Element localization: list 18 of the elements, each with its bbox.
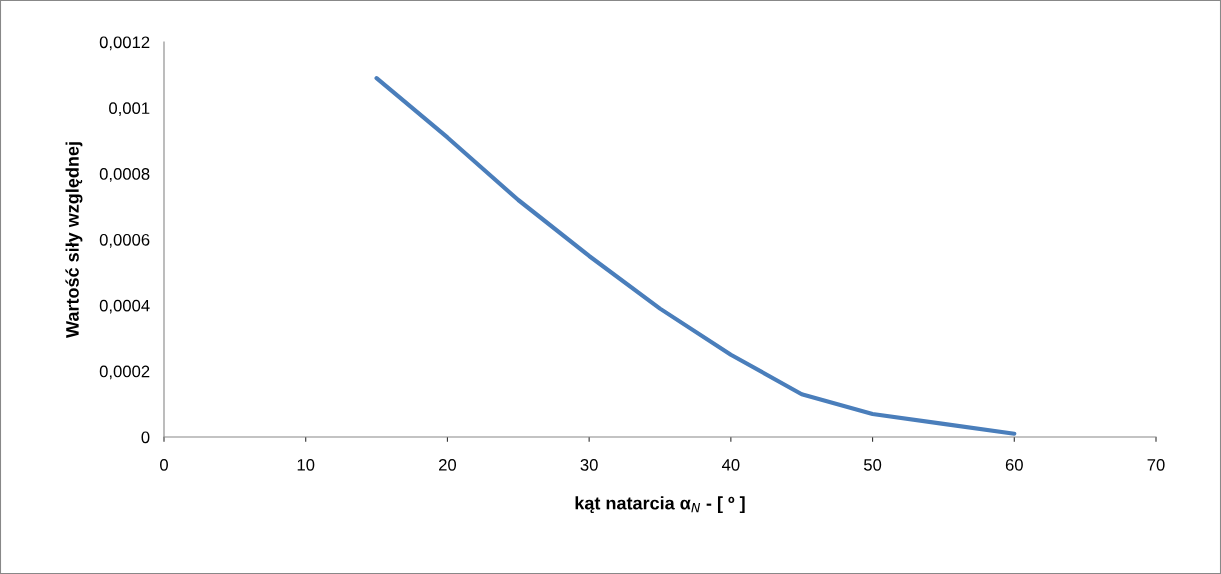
y-tick-label: 0 [141,431,150,444]
x-axis-title: kąt natarcia α$_{N}$ - [ º ] [575,496,745,514]
y-tick-label: 0,0006 [99,233,150,248]
x-tick-label: 0 [160,458,168,471]
y-tick-label: 0,001 [109,102,150,117]
y-tick-label: 0,0008 [99,168,150,182]
y-tick-label: 0,0012 [99,36,150,51]
y-tick-label: 0,0002 [99,365,150,380]
x-tick-label: 20 [439,458,457,471]
x-tick-label: 50 [863,458,882,471]
x-tick-label: 60 [1005,458,1023,471]
y-axis-title: Wartość siły względnej [65,142,83,338]
y-tick-label: 0,0004 [99,299,150,314]
line-series [374,76,1017,436]
x-tick-label: 40 [721,458,740,471]
x-tick-label: 30 [580,458,598,471]
x-tick-label: 70 [1147,458,1165,471]
x-tick-label: 10 [297,458,315,471]
